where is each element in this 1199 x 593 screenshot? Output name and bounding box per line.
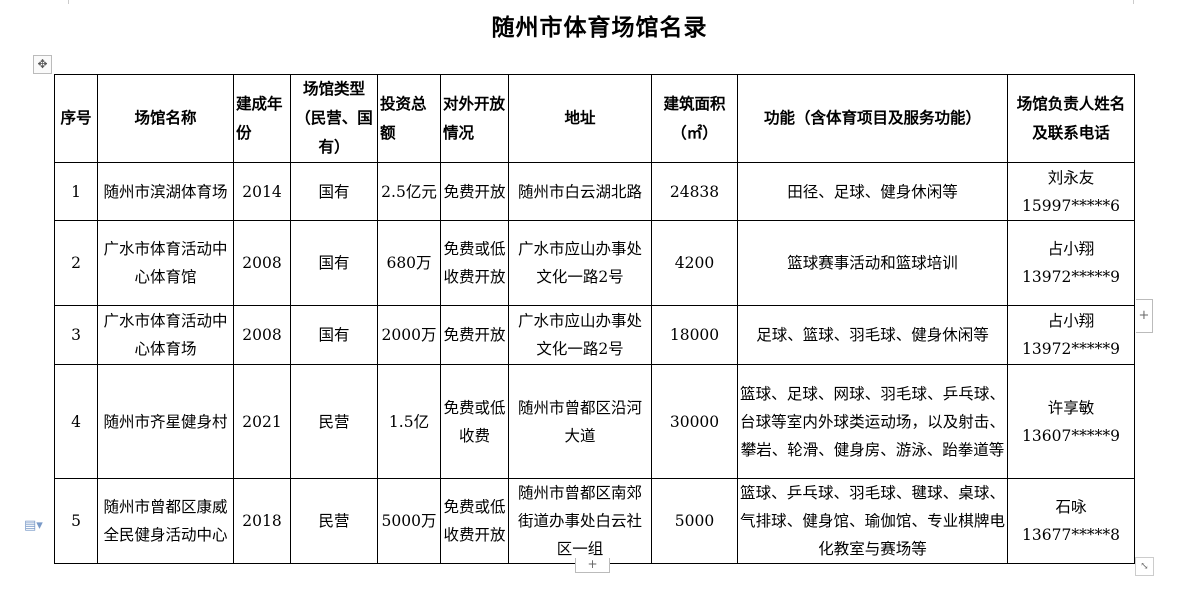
cell-investment[interactable]: 5000万 — [377, 478, 441, 564]
cell-contact[interactable]: 刘永友 15997*****6 — [1007, 162, 1135, 221]
cell-investment[interactable]: 2.5亿元 — [377, 162, 441, 221]
header-col-floor-area: 建筑面积（㎡） — [651, 74, 738, 163]
page-corner-mark — [1133, 0, 1134, 4]
table-row: 3 广水市体育活动中心体育场 2008 国有 2000万 免费开放 广水市应山办事处文化一路… — [54, 305, 1135, 365]
header-col-year-built: 建成年份 — [233, 74, 291, 163]
cell-venue-type[interactable]: 国有 — [290, 162, 378, 221]
cell-year-built[interactable]: 2008 — [233, 220, 291, 306]
cell-contact[interactable]: 许享敏 13607*****9 — [1007, 364, 1135, 479]
header-col-openness: 对外开放情况 — [440, 74, 509, 163]
cell-index[interactable]: 2 — [54, 220, 98, 306]
cell-year-built[interactable]: 2018 — [233, 478, 291, 564]
cell-index[interactable]: 5 — [54, 478, 98, 564]
cell-address[interactable]: 广水市应山办事处文化一路2号 — [508, 220, 652, 306]
cell-floor-area[interactable]: 4200 — [651, 220, 738, 306]
cell-year-built[interactable]: 2021 — [233, 364, 291, 479]
header-col-functions: 功能（含体育项目及服务功能） — [737, 74, 1008, 163]
cell-investment[interactable]: 680万 — [377, 220, 441, 306]
cell-index[interactable]: 4 — [54, 364, 98, 479]
venue-table: 序号 场馆名称 建成年份 场馆类型（民营、国有） 投资总额 对外开放情况 地址 建筑面积（㎡）… — [54, 74, 1135, 564]
add-column-button[interactable]: + — [1136, 299, 1153, 333]
add-row-button[interactable]: + — [575, 558, 610, 573]
cell-year-built[interactable]: 2008 — [233, 305, 291, 365]
table-row: 2 广水市体育活动中心体育馆 2008 国有 680万 免费或低收费开放 广水市应山办事处文… — [54, 220, 1135, 306]
document-icon[interactable]: ▤▾ — [24, 518, 43, 533]
cell-venue-name[interactable]: 广水市体育活动中心体育馆 — [97, 220, 234, 306]
header-col-address: 地址 — [508, 74, 652, 163]
document-title: 随州市体育场馆名录 — [491, 15, 708, 41]
cell-address[interactable]: 广水市应山办事处文化一路2号 — [508, 305, 652, 365]
cell-venue-type[interactable]: 民营 — [290, 364, 378, 479]
cell-investment[interactable]: 2000万 — [377, 305, 441, 365]
cell-contact[interactable]: 石咏 13677*****8 — [1007, 478, 1135, 564]
cell-venue-name[interactable]: 随州市滨湖体育场 — [97, 162, 234, 221]
header-col-index: 序号 — [54, 74, 98, 163]
table-row: 1 随州市滨湖体育场 2014 国有 2.5亿元 免费开放 随州市白云湖北路 24838 田径、… — [54, 162, 1135, 221]
cell-venue-name[interactable]: 随州市齐星健身村 — [97, 364, 234, 479]
header-col-investment: 投资总额 — [377, 74, 441, 163]
cell-openness[interactable]: 免费或低收费开放 — [440, 220, 509, 306]
table-move-handle[interactable]: ✥ — [33, 55, 52, 74]
cell-address[interactable]: 随州市曾都区沿河大道 — [508, 364, 652, 479]
cell-address[interactable]: 随州市白云湖北路 — [508, 162, 652, 221]
cell-openness[interactable]: 免费开放 — [440, 162, 509, 221]
cell-venue-type[interactable]: 国有 — [290, 220, 378, 306]
page-corner-mark — [68, 0, 69, 4]
move-icon: ✥ — [37, 57, 48, 71]
cell-functions[interactable]: 足球、篮球、羽毛球、健身休闲等 — [737, 305, 1008, 365]
cell-functions[interactable]: 篮球赛事活动和篮球培训 — [737, 220, 1008, 306]
header-col-contact: 场馆负责人姓名及联系电话 — [1007, 74, 1135, 163]
cell-venue-type[interactable]: 民营 — [290, 478, 378, 564]
cell-year-built[interactable]: 2014 — [233, 162, 291, 221]
table-row: 5 随州市曾都区康威全民健身活动中心 2018 民营 5000万 免费或低收费开放 随州市曾… — [54, 478, 1135, 564]
cell-floor-area[interactable]: 18000 — [651, 305, 738, 365]
cell-functions[interactable]: 田径、足球、健身休闲等 — [737, 162, 1008, 221]
cell-functions[interactable]: 篮球、乒乓球、羽毛球、毽球、桌球、气排球、健身馆、瑜伽馆、专业棋牌电化教室与赛场… — [737, 478, 1008, 564]
header-col-venue-type: 场馆类型（民营、国有） — [290, 74, 378, 163]
cell-openness[interactable]: 免费开放 — [440, 305, 509, 365]
cell-investment[interactable]: 1.5亿 — [377, 364, 441, 479]
cell-contact[interactable]: 占小翔 13972*****9 — [1007, 305, 1135, 365]
cell-index[interactable]: 3 — [54, 305, 98, 365]
cell-floor-area[interactable]: 5000 — [651, 478, 738, 564]
resize-icon: ⤡ — [1140, 561, 1149, 572]
cell-functions[interactable]: 篮球、足球、网球、羽毛球、乒乓球、台球等室内外球类运动场，以及射击、攀岩、轮滑、… — [737, 364, 1008, 479]
cell-venue-type[interactable]: 国有 — [290, 305, 378, 365]
cell-floor-area[interactable]: 30000 — [651, 364, 738, 479]
header-col-venue-name: 场馆名称 — [97, 74, 234, 163]
cell-venue-name[interactable]: 随州市曾都区康威全民健身活动中心 — [97, 478, 234, 564]
cell-index[interactable]: 1 — [54, 162, 98, 221]
table-header-row: 序号 场馆名称 建成年份 场馆类型（民营、国有） 投资总额 对外开放情况 地址 建筑面积（㎡）… — [54, 74, 1135, 163]
cell-openness[interactable]: 免费或低收费开放 — [440, 478, 509, 564]
cell-address[interactable]: 随州市曾都区南郊街道办事处白云社区一组 — [508, 478, 652, 564]
cell-venue-name[interactable]: 广水市体育活动中心体育场 — [97, 305, 234, 365]
table-row: 4 随州市齐星健身村 2021 民营 1.5亿 免费或低收费 随州市曾都区沿河大道 30000… — [54, 364, 1135, 479]
table-resize-handle[interactable]: ⤡ — [1135, 557, 1154, 576]
cell-openness[interactable]: 免费或低收费 — [440, 364, 509, 479]
cell-floor-area[interactable]: 24838 — [651, 162, 738, 221]
cell-contact[interactable]: 占小翔 13972*****9 — [1007, 220, 1135, 306]
